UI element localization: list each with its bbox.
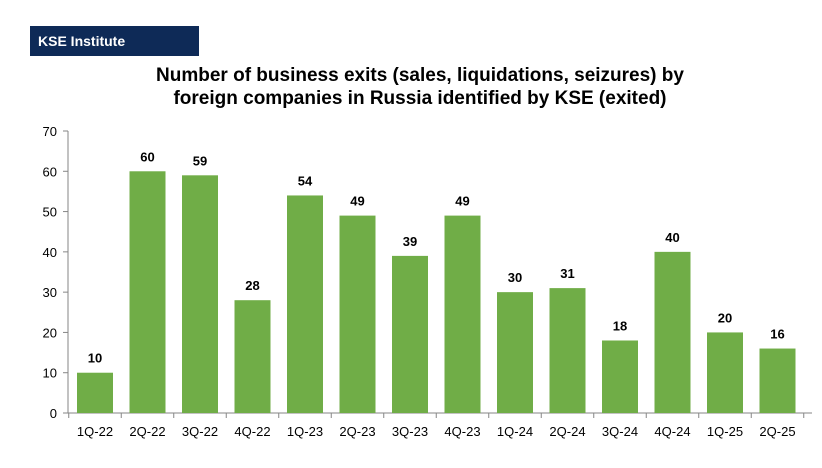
bar-2q-23 — [339, 215, 376, 413]
x-tick-label: 2Q-24 — [549, 424, 585, 439]
data-label: 39 — [403, 234, 417, 249]
data-label: 59 — [193, 153, 207, 168]
bar-1q-25 — [707, 332, 743, 413]
data-label: 31 — [560, 266, 574, 281]
data-label: 10 — [88, 351, 102, 366]
x-tick-label: 3Q-23 — [392, 424, 428, 439]
x-tick-label: 4Q-23 — [444, 424, 480, 439]
x-tick-label: 2Q-23 — [339, 424, 375, 439]
y-tick-label: 0 — [50, 406, 57, 421]
x-tick-label: 1Q-22 — [77, 424, 113, 439]
data-label: 60 — [140, 149, 154, 164]
data-label: 54 — [298, 173, 313, 188]
data-label: 40 — [665, 230, 679, 245]
chart-title-line-1: Number of business exits (sales, liquida… — [156, 65, 684, 86]
chart-title-line-2: foreign companies in Russia identified b… — [173, 88, 667, 109]
bar-1q-24 — [497, 292, 533, 413]
bar-1q-22 — [77, 372, 113, 413]
brand-badge: KSE Institute — [30, 26, 199, 56]
bar-3q-24 — [602, 340, 638, 413]
bar-3q-22 — [182, 175, 218, 413]
x-tick-label: 1Q-24 — [497, 424, 533, 439]
bar-3q-23 — [392, 255, 428, 413]
bar-4q-22 — [234, 300, 271, 413]
y-tick-label: 10 — [43, 366, 57, 381]
y-tick-label: 30 — [43, 285, 57, 300]
x-tick-label: 4Q-22 — [234, 424, 270, 439]
x-tick-label: 3Q-22 — [182, 424, 218, 439]
chart-title: Number of business exits (sales, liquida… — [40, 64, 800, 110]
bar-1q-23 — [287, 195, 323, 413]
y-tick-label: 20 — [43, 325, 57, 340]
y-tick-label: 70 — [43, 124, 57, 139]
bar-2q-24 — [549, 288, 586, 413]
bar-4q-23 — [444, 215, 481, 413]
data-label: 30 — [508, 270, 522, 285]
brand-label: KSE Institute — [38, 33, 126, 49]
data-label: 20 — [718, 310, 732, 325]
data-label: 28 — [245, 278, 259, 293]
x-tick-label: 2Q-25 — [759, 424, 795, 439]
x-tick-label: 3Q-24 — [602, 424, 638, 439]
bar-2q-22 — [129, 171, 166, 413]
x-tick-label: 1Q-25 — [707, 424, 743, 439]
bar-2q-25 — [759, 348, 796, 413]
bar-4q-24 — [654, 251, 691, 413]
x-tick-label: 2Q-22 — [129, 424, 165, 439]
data-label: 49 — [455, 194, 469, 209]
y-tick-label: 40 — [43, 245, 57, 260]
data-label: 49 — [350, 194, 364, 209]
data-label: 16 — [770, 327, 784, 342]
x-tick-label: 4Q-24 — [654, 424, 690, 439]
data-label: 18 — [613, 318, 627, 333]
y-tick-label: 50 — [43, 205, 57, 220]
x-tick-label: 1Q-23 — [287, 424, 323, 439]
y-tick-label: 60 — [43, 164, 57, 179]
